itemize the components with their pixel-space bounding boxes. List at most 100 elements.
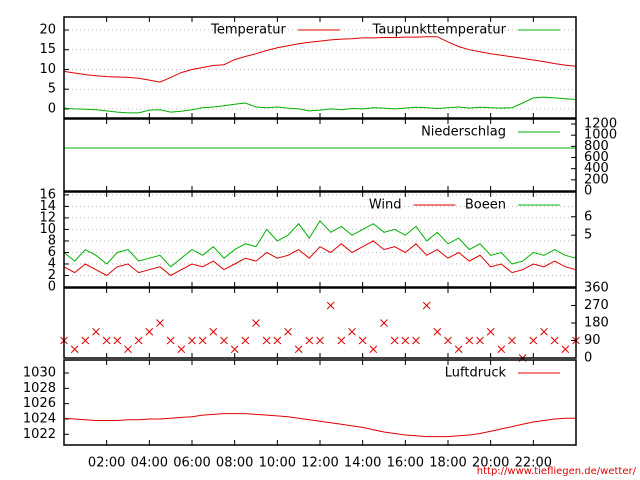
point — [284, 327, 292, 336]
y-tick-label: 1024 — [23, 411, 56, 426]
y2-tick-label: 0 — [584, 351, 592, 366]
y-tick-label: 6 — [48, 245, 56, 260]
point — [540, 327, 548, 336]
y-tick-label: 0 — [48, 101, 56, 116]
point — [102, 336, 111, 345]
footer-link: http://www.tiefliegen.de/wetter/ — [477, 466, 637, 477]
point — [476, 336, 484, 345]
point — [188, 336, 196, 345]
y-tick-label: 15 — [39, 42, 56, 57]
point — [113, 336, 122, 345]
y-tick-label: 1030 — [23, 366, 56, 381]
point — [177, 345, 186, 354]
y2-tick-label: 5 — [584, 228, 592, 243]
x-tick-label: 06:00 — [173, 456, 210, 471]
y2-tick-label: 200 — [584, 172, 609, 187]
y-tick-label: 14 — [39, 199, 56, 214]
y-tick-label: 10 — [39, 62, 56, 77]
x-tick-label: 04:00 — [131, 456, 168, 471]
point — [561, 345, 570, 354]
x-tick-label: 12:00 — [301, 456, 338, 471]
point — [529, 336, 538, 345]
point — [273, 336, 282, 345]
y2-tick-label: 360 — [584, 281, 609, 296]
point — [294, 345, 303, 354]
point — [305, 336, 314, 345]
series-line — [63, 413, 576, 438]
point — [412, 336, 420, 345]
x-tick-label: 20:00 — [472, 456, 509, 471]
point — [390, 336, 399, 345]
y2-tick-label: 800 — [584, 139, 609, 154]
y2-tick-label: 90 — [584, 333, 601, 348]
point — [145, 327, 154, 336]
point — [124, 345, 132, 354]
y-tick-label: 12 — [39, 210, 56, 225]
x-tick-label: 08:00 — [216, 456, 253, 471]
series-line — [63, 240, 577, 277]
y-tick-label: 8 — [48, 233, 56, 248]
point — [454, 345, 463, 354]
legend-label: Luftdruck — [445, 366, 507, 381]
y-tick-label: 16 — [39, 187, 56, 202]
y-tick-label: 1022 — [23, 427, 56, 442]
y-tick-label: 10 — [39, 222, 56, 237]
y-tick-label: 20 — [39, 23, 56, 38]
y-tick-label: 1026 — [23, 396, 56, 411]
point — [81, 336, 90, 345]
legend-label: Boeen — [465, 198, 506, 213]
y2-tick-label: 400 — [584, 161, 609, 176]
series-line — [63, 219, 577, 268]
x-tick-label: 02:00 — [88, 456, 125, 471]
y-tick-label: 2 — [48, 268, 56, 283]
legend-label: Niederschlag — [421, 125, 506, 140]
y-tick-label: 1028 — [23, 381, 56, 396]
point — [508, 336, 516, 345]
x-tick-label: 16:00 — [387, 456, 424, 471]
point — [262, 336, 271, 345]
point — [156, 319, 164, 327]
point — [241, 336, 250, 345]
point — [166, 336, 175, 345]
y2-tick-label: 270 — [584, 298, 609, 313]
y-tick-label: 4 — [48, 256, 56, 271]
point — [198, 336, 207, 345]
point — [358, 336, 367, 345]
point — [497, 345, 506, 354]
point — [70, 345, 79, 354]
legend-label: Wind — [369, 198, 402, 213]
point — [326, 301, 335, 310]
point — [433, 327, 442, 336]
point — [380, 319, 388, 327]
plot-frame — [63, 359, 577, 446]
series-line — [63, 36, 577, 83]
point — [209, 327, 218, 336]
point — [316, 336, 324, 345]
y2-tick-label: 0 — [584, 184, 592, 199]
point — [486, 327, 495, 336]
y-tick-label: 0 — [48, 280, 56, 295]
y-tick-label: 5 — [48, 82, 56, 97]
y2-tick-label: 1200 — [584, 117, 617, 132]
point — [422, 301, 431, 310]
y2-tick-label: 180 — [584, 316, 609, 331]
point — [337, 336, 346, 345]
x-tick-label: 18:00 — [429, 456, 466, 471]
x-tick-label: 10:00 — [259, 456, 296, 471]
point — [220, 336, 228, 345]
point — [401, 336, 410, 345]
point — [134, 336, 143, 345]
legend-label: Temperatur — [210, 23, 286, 38]
y2-tick-label: 1000 — [584, 128, 617, 143]
x-tick-label: 22:00 — [515, 456, 552, 471]
point — [444, 336, 452, 345]
point — [550, 336, 559, 345]
point — [465, 336, 474, 345]
y2-tick-label: 600 — [584, 150, 609, 165]
point — [92, 327, 100, 336]
point — [369, 345, 378, 354]
point — [230, 345, 239, 354]
x-tick-label: 14:00 — [344, 456, 381, 471]
point — [348, 327, 356, 336]
